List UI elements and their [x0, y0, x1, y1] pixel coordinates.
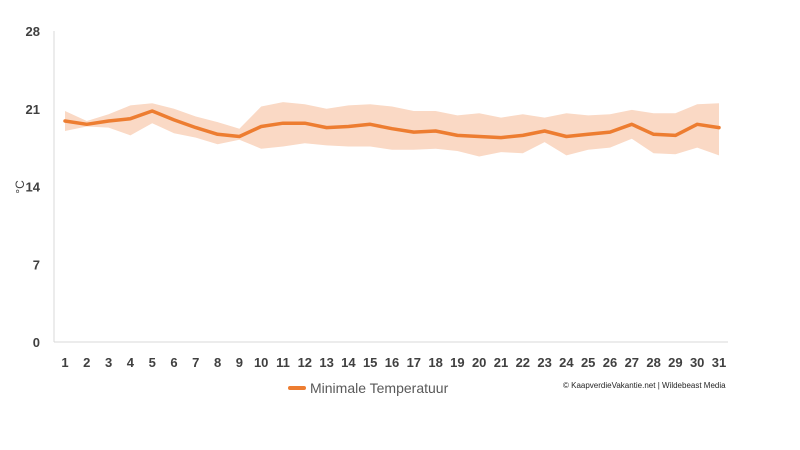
x-tick-label: 10	[254, 355, 268, 370]
x-tick-label: 13	[319, 355, 333, 370]
x-tick-label: 30	[690, 355, 704, 370]
legend-line-swatch	[288, 386, 306, 390]
x-tick-label: 25	[581, 355, 595, 370]
x-tick-label: 23	[537, 355, 551, 370]
x-tick-label: 11	[276, 355, 290, 370]
x-tick-label: 26	[603, 355, 617, 370]
x-tick-label: 24	[559, 355, 574, 370]
x-tick-label: 1	[61, 355, 68, 370]
x-tick-label: 17	[407, 355, 421, 370]
x-tick-label: 21	[494, 355, 508, 370]
x-tick-label: 19	[450, 355, 464, 370]
x-tick-label: 18	[428, 355, 442, 370]
y-axis-label: °C	[13, 180, 27, 194]
y-tick-label: 7	[33, 257, 40, 272]
x-tick-label: 31	[712, 355, 726, 370]
x-tick-label: 2	[83, 355, 90, 370]
series-line-minimale-temperatuur	[63, 109, 721, 140]
y-tick-label: 14	[26, 180, 41, 195]
x-tick-label: 29	[668, 355, 682, 370]
legend: Minimale Temperatuur	[288, 380, 448, 396]
x-tick-label: 20	[472, 355, 486, 370]
x-tick-label: 12	[298, 355, 312, 370]
x-tick-labels: 1 2 3 4 5 6 7 8 9 10 11 12 13 14 15 16 17 18 19 20 21 22 23 24 2…	[61, 355, 726, 370]
y-tick-label: 0	[33, 335, 40, 350]
x-tick-label: 28	[646, 355, 660, 370]
x-tick-label: 3	[105, 355, 112, 370]
x-tick-label: 14	[341, 355, 356, 370]
x-tick-label: 16	[385, 355, 399, 370]
x-tick-label: 15	[363, 355, 377, 370]
x-tick-label: 5	[149, 355, 156, 370]
credit-text: © KaapverdieVakantie.net | Wildebeast Me…	[563, 381, 726, 390]
y-tick-label: 21	[26, 102, 40, 117]
x-tick-label: 22	[516, 355, 530, 370]
x-tick-label: 7	[192, 355, 199, 370]
legend-label: Minimale Temperatuur	[310, 380, 449, 396]
x-tick-label: 27	[625, 355, 639, 370]
x-tick-label: 9	[236, 355, 243, 370]
y-tick-labels: 0 7 14 21 28	[26, 24, 41, 350]
y-tick-label: 28	[26, 24, 40, 39]
x-tick-label: 4	[127, 355, 135, 370]
x-tick-label: 6	[170, 355, 177, 370]
x-tick-label: 8	[214, 355, 221, 370]
